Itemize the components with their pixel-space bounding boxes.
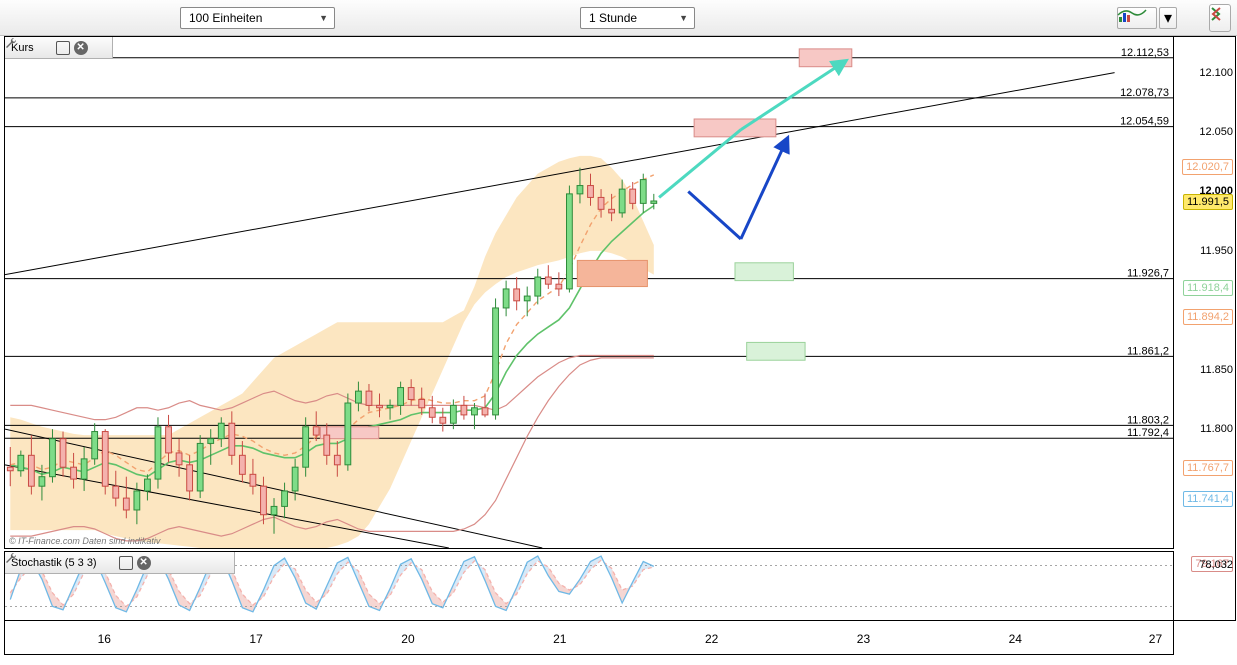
price-label: 12.020,7 bbox=[1182, 159, 1233, 175]
price-panel-header: Kurs ✕ bbox=[5, 37, 113, 59]
price-label: 12.100 bbox=[1199, 67, 1233, 79]
time-label: 20 bbox=[401, 632, 414, 646]
price-label: 12.050 bbox=[1199, 126, 1233, 138]
price-label: 11.850 bbox=[1200, 364, 1233, 376]
stochastic-panel-header: Stochastik (5 3 3) ✕ bbox=[5, 552, 235, 574]
price-label: 11.894,2 bbox=[1183, 309, 1233, 325]
price-label: 11.950 bbox=[1200, 245, 1233, 257]
stochastic-panel-title: Stochastik (5 3 3) bbox=[11, 557, 97, 569]
svg-text:12.054,59: 12.054,59 bbox=[1120, 116, 1169, 128]
window-icon[interactable] bbox=[119, 556, 133, 570]
price-label: 11.991,5 bbox=[1183, 194, 1233, 210]
units-dropdown[interactable]: 100 Einheiten bbox=[180, 7, 335, 29]
price-label: 11.741,4 bbox=[1183, 491, 1233, 507]
wrench-icon[interactable] bbox=[38, 41, 52, 55]
price-label: 11.918,4 bbox=[1183, 280, 1233, 296]
svg-text:11.861,2: 11.861,2 bbox=[1127, 345, 1169, 357]
time-label: 16 bbox=[98, 632, 111, 646]
units-dropdown-label: 100 Einheiten bbox=[189, 11, 262, 25]
time-axis: 16 17 20 21 22 23 24 27 bbox=[4, 621, 1174, 655]
timeframe-dropdown-label: 1 Stunde bbox=[589, 11, 637, 25]
svg-text:11.792,4: 11.792,4 bbox=[1127, 427, 1169, 439]
close-icon[interactable]: ✕ bbox=[74, 41, 88, 55]
svg-text:11.803,2: 11.803,2 bbox=[1127, 414, 1169, 426]
svg-text:12.078,73: 12.078,73 bbox=[1120, 87, 1169, 99]
close-icon[interactable]: ✕ bbox=[137, 556, 151, 570]
nav-buttons bbox=[1209, 4, 1231, 32]
svg-text:12.112,53: 12.112,53 bbox=[1121, 47, 1169, 59]
price-chart-svg: 12.112,53 12.078,73 12.054,59 11.926,7 11.86… bbox=[5, 37, 1173, 548]
toolbar-right: ▾ bbox=[1117, 7, 1177, 29]
svg-text:11.926,7: 11.926,7 bbox=[1127, 268, 1169, 280]
indicator-dropdown-icon[interactable]: ▾ bbox=[1159, 7, 1177, 29]
time-label: 17 bbox=[249, 632, 262, 646]
indicator-icon[interactable] bbox=[1117, 7, 1157, 29]
time-label: 27 bbox=[1149, 632, 1162, 646]
nav-forward-icon[interactable] bbox=[1209, 4, 1231, 32]
toolbar: 100 Einheiten 1 Stunde ▾ bbox=[0, 0, 1237, 36]
price-label: 11.800 bbox=[1200, 423, 1233, 435]
stoch-price-label: 78,032 bbox=[1199, 559, 1233, 571]
time-label: 24 bbox=[1009, 632, 1022, 646]
price-panel-title: Kurs bbox=[11, 42, 34, 54]
time-label: 23 bbox=[857, 632, 870, 646]
stochastic-panel[interactable]: Stochastik (5 3 3) ✕ bbox=[4, 551, 1174, 621]
price-label: 11.767,7 bbox=[1183, 460, 1233, 476]
window-icon[interactable] bbox=[56, 41, 70, 55]
time-label: 22 bbox=[705, 632, 718, 646]
time-label: 21 bbox=[553, 632, 566, 646]
wrench-icon[interactable] bbox=[101, 556, 115, 570]
copyright-text: © IT-Finance.com Daten sind indikativ bbox=[9, 536, 160, 546]
price-panel[interactable]: Kurs ✕ 12.112,53 12.078,73 12.054,59 11.926… bbox=[4, 36, 1174, 549]
price-axis: 12.10012.05011.95011.85011.80012.020,712… bbox=[1174, 36, 1236, 621]
timeframe-dropdown[interactable]: 1 Stunde bbox=[580, 7, 695, 29]
